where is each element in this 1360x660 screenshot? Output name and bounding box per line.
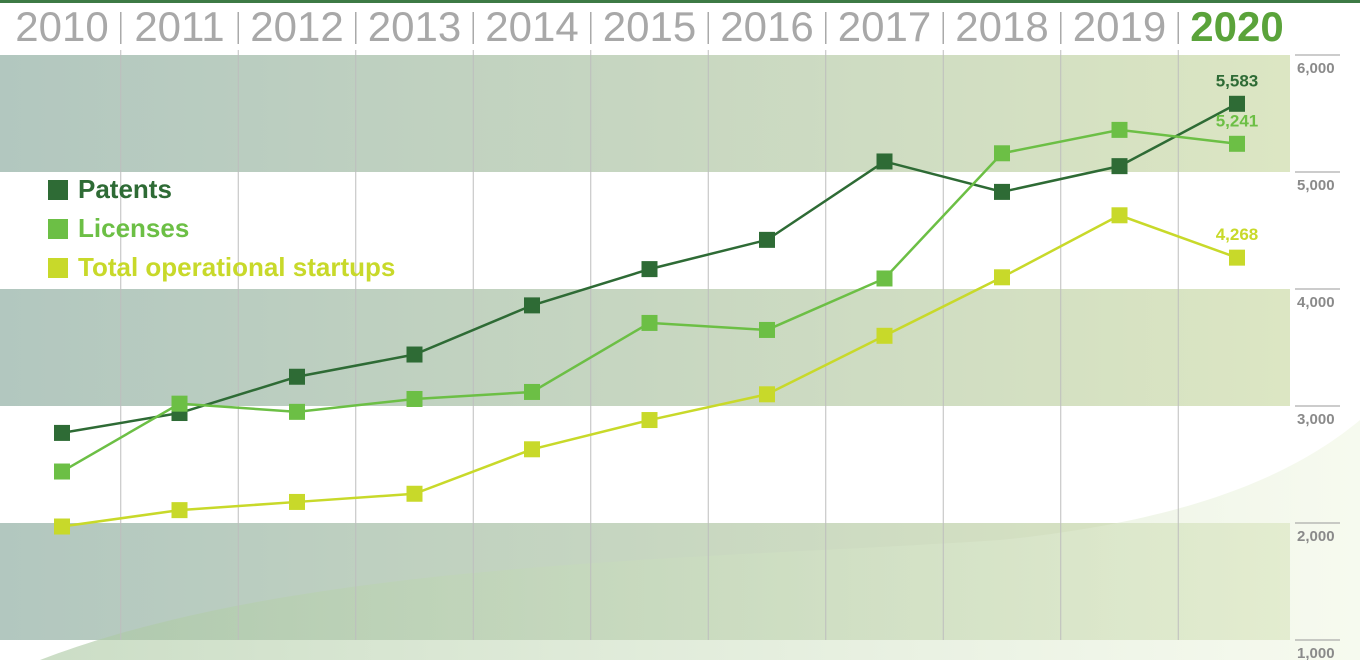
point (54, 424, 70, 441)
legend-swatch (48, 180, 68, 200)
point (289, 368, 305, 385)
decor-swoosh (40, 420, 1360, 660)
x-tick-label: 2016 (720, 3, 813, 50)
y-tick-label: 4,000 (1297, 294, 1335, 311)
point (54, 518, 70, 535)
x-tick-label: 2015 (603, 3, 696, 50)
point (994, 269, 1010, 286)
x-tick-label: 2020 (1190, 3, 1283, 50)
y-tick-label: 6,000 (1297, 60, 1335, 77)
legend-swatch (48, 258, 68, 278)
header-line (0, 0, 1360, 3)
point (759, 231, 775, 248)
x-tick-label: 2011 (134, 3, 224, 50)
x-tick-label: 2010 (15, 3, 108, 50)
legend-label: Total operational startups (78, 252, 395, 282)
point (406, 346, 423, 363)
y-tick-label: 1,000 (1297, 645, 1335, 660)
band (0, 55, 1290, 172)
point (994, 183, 1010, 200)
point (759, 321, 775, 338)
x-tick-label: 2017 (838, 3, 931, 50)
legend-swatch (48, 219, 68, 239)
point (289, 493, 305, 510)
point (994, 145, 1010, 162)
point (641, 412, 658, 429)
point (759, 386, 775, 403)
point (524, 383, 540, 400)
point (524, 297, 540, 314)
data-label: 4,268 (1216, 225, 1259, 244)
point (406, 485, 423, 502)
x-tick-label: 2012 (250, 3, 343, 50)
band (0, 289, 1290, 406)
x-tick-label: 2018 (955, 3, 1048, 50)
point (641, 261, 658, 278)
legend-label: Patents (78, 174, 172, 204)
point (876, 153, 893, 170)
point (171, 395, 188, 412)
grid: 1,000 2,000 3,000 4,000 5,000 6,000 2010 2011 20… (15, 3, 1340, 660)
point (1229, 135, 1245, 152)
point (1229, 95, 1245, 112)
plot: 5,583 Patents 5,241 Licenses 4,268 Total oper… (48, 71, 1259, 535)
point (524, 441, 540, 458)
x-tick-label: 2013 (368, 3, 461, 50)
y-tick-label: 2,000 (1297, 528, 1335, 545)
point (406, 390, 423, 407)
point (641, 314, 658, 331)
point (876, 270, 893, 287)
point (1229, 249, 1245, 266)
point (1111, 158, 1128, 175)
point (1111, 121, 1128, 138)
y-tick-label: 3,000 (1297, 411, 1335, 428)
point (876, 327, 893, 344)
data-label: 5,241 (1216, 111, 1259, 130)
x-tick-label: 2014 (485, 3, 578, 50)
legend-label: Licenses (78, 213, 189, 243)
data-label: 5,583 (1216, 71, 1259, 90)
point (1111, 207, 1128, 224)
point (171, 502, 188, 519)
x-tick-label: 2019 (1073, 3, 1166, 50)
point (289, 403, 305, 420)
point (54, 463, 70, 480)
y-tick-label: 5,000 (1297, 177, 1335, 194)
